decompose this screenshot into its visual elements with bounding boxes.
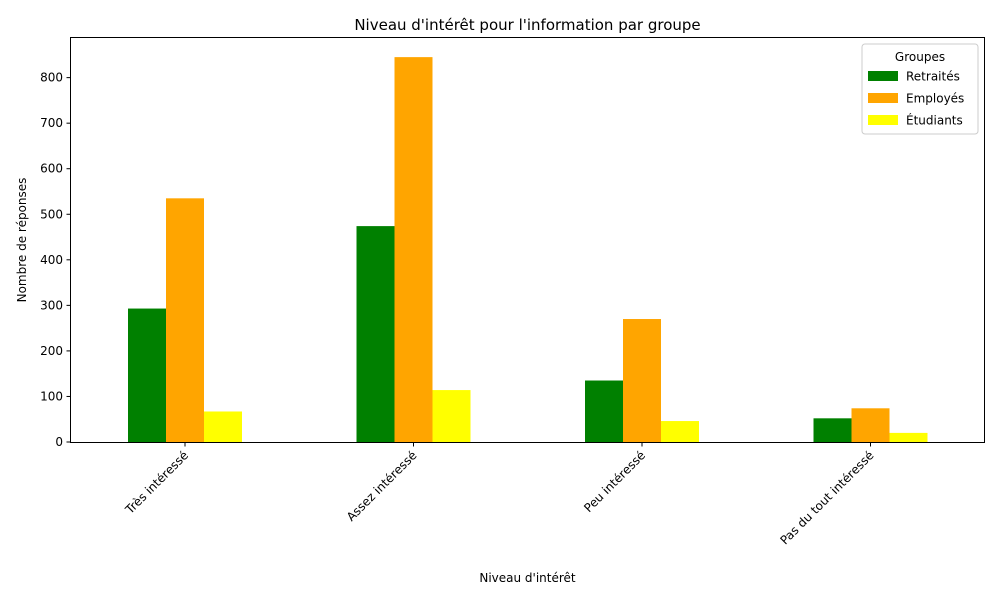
legend-frame: [861, 43, 979, 135]
bar-3-1: [204, 411, 242, 442]
y-tick-label: 500: [40, 207, 63, 221]
bar-3-4: [889, 432, 928, 442]
x-axis-title: Niveau d'intérêt: [479, 571, 576, 585]
bar-2-1: [166, 198, 204, 442]
bar-1-4: [813, 418, 852, 442]
y-tick-label: 300: [40, 298, 63, 312]
y-tick-label: 700: [40, 116, 63, 130]
bars-group: [128, 57, 928, 443]
bar-3-2: [432, 390, 471, 442]
y-axis-title: Nombre de réponses: [15, 178, 29, 303]
y-tick-label: 800: [40, 71, 63, 85]
y-tick-label: 200: [40, 344, 63, 358]
bar-3-3: [661, 421, 699, 442]
bar-2-3: [623, 319, 661, 442]
legend-label-1: Retraités: [906, 70, 960, 84]
legend-swatch-2: [868, 93, 898, 103]
legend-label-3: Étudiants: [906, 113, 963, 128]
legend-swatch-3: [868, 115, 898, 125]
bar-2-4: [851, 408, 890, 442]
chart-title: Niveau d'intérêt pour l'information par …: [354, 16, 700, 34]
plot-frame: [70, 37, 985, 443]
y-axis: 0 100 200 300 400 500 600 700 800: [40, 71, 71, 449]
bar-1-3: [585, 380, 623, 442]
y-tick-label: 100: [40, 389, 63, 403]
y-tick-label: 0: [55, 435, 63, 449]
legend: Groupes Retraités Employés Étudiants: [861, 43, 979, 135]
bar-1-2: [356, 226, 395, 442]
y-tick-label: 400: [40, 253, 63, 267]
legend-title: Groupes: [895, 50, 945, 64]
bar-2-2: [394, 57, 433, 443]
bar-1-1: [128, 308, 166, 442]
legend-label-2: Employés: [906, 92, 964, 106]
y-tick-label: 600: [40, 162, 63, 176]
legend-swatch-1: [868, 71, 898, 81]
